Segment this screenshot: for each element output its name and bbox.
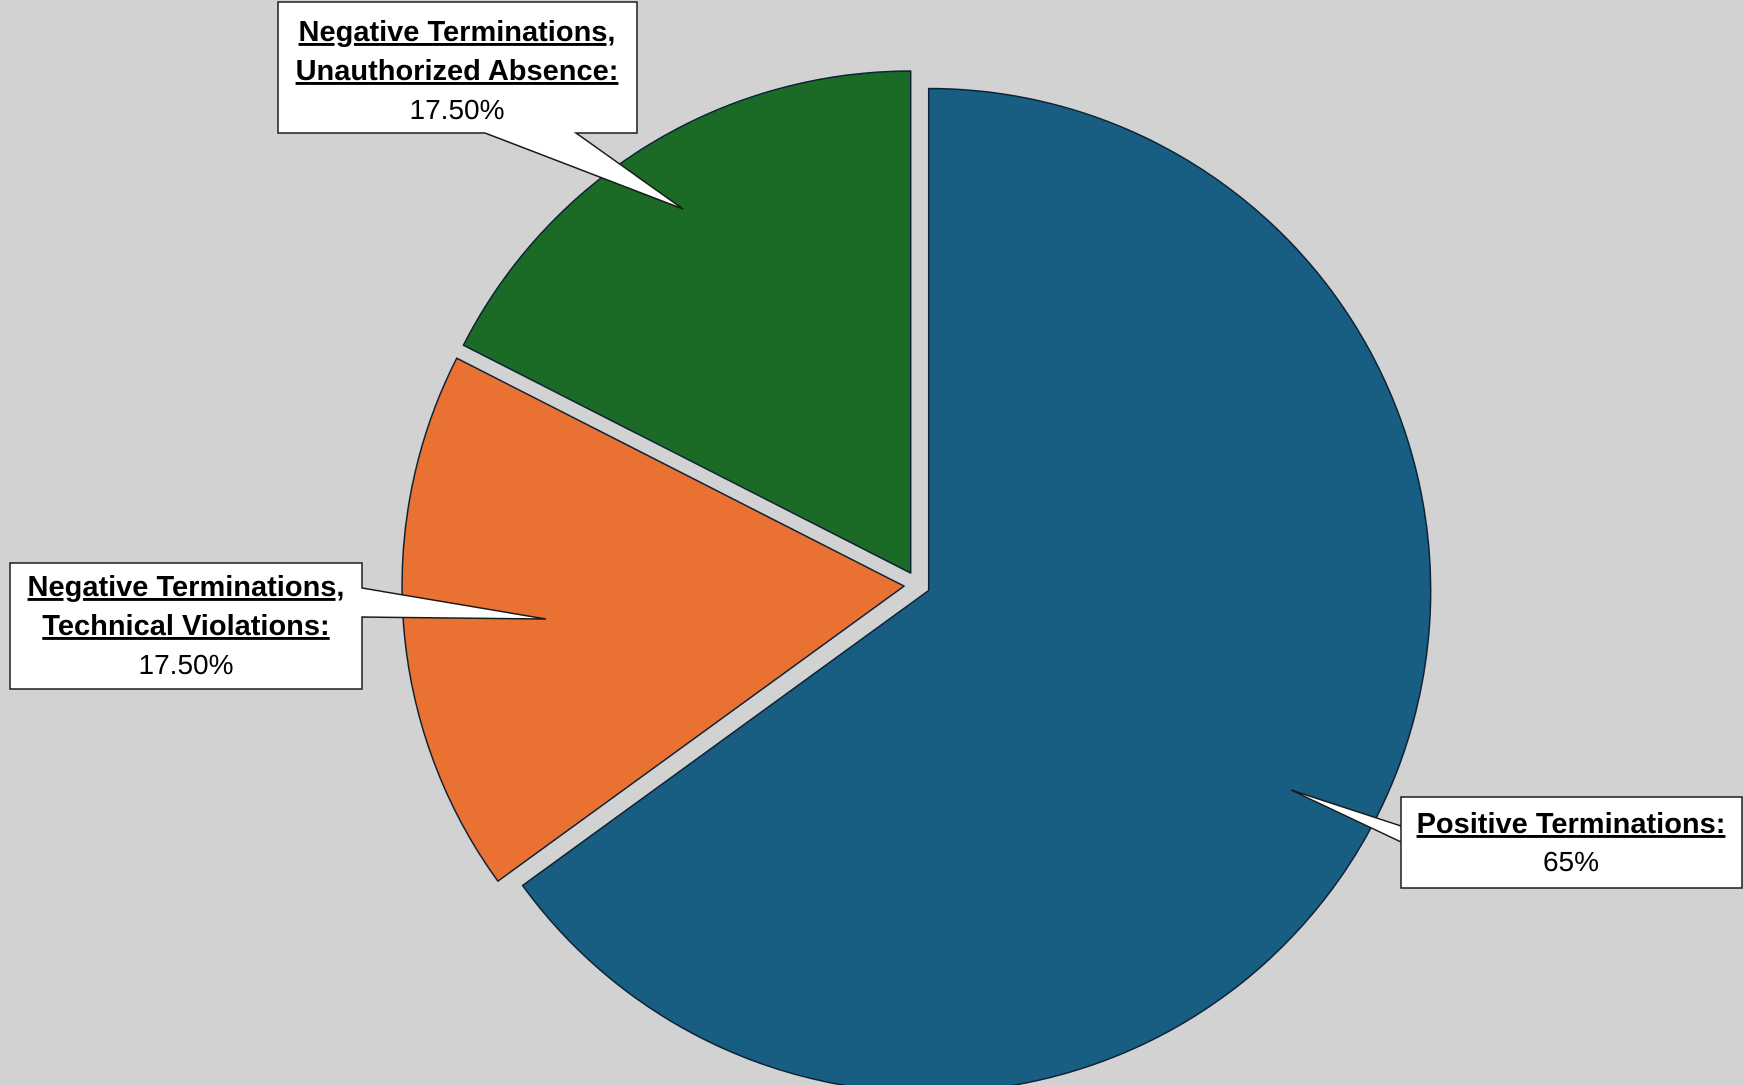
callout-box-positive [1290,789,1743,889]
pie-slice-unauthorized-absence [462,70,912,574]
callout-value-unauthorized: 17.50% [410,94,505,125]
callout-label-technical-line1: Negative Terminations, [28,571,345,603]
callout-positive-terminations: Positive Terminations: 65% [1290,789,1743,889]
callout-technical-violations: Negative Terminations, Technical Violati… [9,562,547,690]
callout-box-technical [9,562,547,690]
callout-value-positive: 65% [1543,846,1599,877]
callout-box-unauthorized [277,1,684,210]
callout-label-unauthorized-line2: Unauthorized Absence: [296,55,619,87]
callout-label-unauthorized-line1: Negative Terminations, [299,16,616,48]
pie-slices [401,70,1432,1085]
callout-value-technical: 17.50% [139,649,234,680]
pie-slice-technical-violations [401,357,905,882]
callout-unauthorized-absence: Negative Terminations, Unauthorized Abse… [277,1,684,210]
callout-label-positive: Positive Terminations: [1417,808,1726,840]
callout-label-technical-line2: Technical Violations: [42,610,329,642]
